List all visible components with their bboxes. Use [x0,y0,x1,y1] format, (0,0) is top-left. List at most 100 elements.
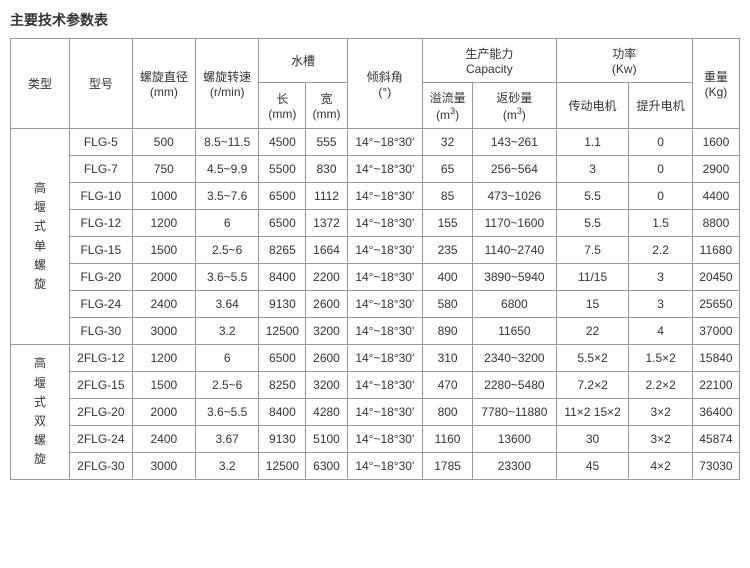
return-sand-cell: 473~1026 [473,183,557,210]
lift-motor-cell: 2.2×2 [629,372,692,399]
header-overflow-unit: (m3) [427,106,468,122]
lift-motor-cell: 4 [629,318,692,345]
angle-cell: 14°~18°30' [347,399,423,426]
header-width-label: 宽 [310,90,342,107]
angle-cell: 14°~18°30' [347,129,423,156]
header-weight: 重量 (Kg) [692,39,739,129]
lift-motor-cell: 2.2 [629,237,692,264]
header-capacity-en: Capacity [427,62,552,76]
header-length: 长 (mm) [259,83,306,129]
return-sand-cell: 3890~5940 [473,264,557,291]
header-type: 类型 [11,39,70,129]
weight-cell: 25650 [692,291,739,318]
header-speed: 螺旋转速 (r/min) [196,39,259,129]
lift-motor-cell: 3 [629,264,692,291]
header-length-unit: (mm) [263,107,301,121]
header-tank: 水槽 [259,39,347,83]
drive-motor-cell: 5.5×2 [556,345,629,372]
length-cell: 9130 [259,291,306,318]
table-row: FLG-77504.5~9.9550083014°~18°30'65256~56… [11,156,740,183]
angle-cell: 14°~18°30' [347,156,423,183]
drive-motor-cell: 7.2×2 [556,372,629,399]
speed-cell: 8.5~11.5 [196,129,259,156]
header-diameter-unit: (mm) [137,85,191,99]
model-cell: FLG-24 [70,291,133,318]
model-cell: FLG-15 [70,237,133,264]
header-power-label: 功率 [561,45,688,62]
drive-motor-cell: 30 [556,426,629,453]
drive-motor-cell: 11/15 [556,264,629,291]
weight-cell: 4400 [692,183,739,210]
model-cell: 2FLG-20 [70,399,133,426]
lift-motor-cell: 1.5×2 [629,345,692,372]
overflow-cell: 85 [423,183,473,210]
return-sand-cell: 143~261 [473,129,557,156]
overflow-cell: 1785 [423,453,473,480]
width-cell: 2200 [306,264,347,291]
return-sand-cell: 2280~5480 [473,372,557,399]
overflow-cell: 890 [423,318,473,345]
table-row: FLG-2424003.649130260014°~18°30'58068001… [11,291,740,318]
length-cell: 8265 [259,237,306,264]
return-sand-cell: 2340~3200 [473,345,557,372]
speed-cell: 6 [196,345,259,372]
angle-cell: 14°~18°30' [347,453,423,480]
drive-motor-cell: 1.1 [556,129,629,156]
header-power: 功率 (Kw) [556,39,692,83]
overflow-cell: 580 [423,291,473,318]
header-power-unit: (Kw) [561,62,688,76]
width-cell: 3200 [306,372,347,399]
type-cell: 高堰式双螺旋 [11,345,70,480]
drive-motor-cell: 5.5 [556,210,629,237]
diameter-cell: 1500 [132,372,195,399]
header-weight-unit: (Kg) [697,85,735,99]
drive-motor-cell: 15 [556,291,629,318]
length-cell: 4500 [259,129,306,156]
weight-cell: 11680 [692,237,739,264]
return-sand-cell: 7780~11880 [473,399,557,426]
width-cell: 1664 [306,237,347,264]
overflow-cell: 65 [423,156,473,183]
table-row: FLG-1010003.5~7.66500111214°~18°30'85473… [11,183,740,210]
lift-motor-cell: 0 [629,183,692,210]
drive-motor-cell: 11×2 15×2 [556,399,629,426]
table-row: FLG-3030003.212500320014°~18°30'89011650… [11,318,740,345]
header-width-unit: (mm) [310,107,342,121]
angle-cell: 14°~18°30' [347,345,423,372]
speed-cell: 3.64 [196,291,259,318]
speed-cell: 3.67 [196,426,259,453]
return-sand-cell: 256~564 [473,156,557,183]
header-diameter-label: 螺旋直径 [137,68,191,85]
diameter-cell: 750 [132,156,195,183]
speed-cell: 3.6~5.5 [196,264,259,291]
return-sand-cell: 23300 [473,453,557,480]
header-length-label: 长 [263,90,301,107]
overflow-cell: 800 [423,399,473,426]
diameter-cell: 1200 [132,210,195,237]
table-row: 高堰式双螺旋2FLG-12120066500260014°~18°30'3102… [11,345,740,372]
lift-motor-cell: 0 [629,129,692,156]
angle-cell: 14°~18°30' [347,372,423,399]
diameter-cell: 2000 [132,264,195,291]
spec-table: 类型 型号 螺旋直径 (mm) 螺旋转速 (r/min) 水槽 倾斜角 (°) … [10,38,740,480]
return-sand-cell: 13600 [473,426,557,453]
width-cell: 4280 [306,399,347,426]
speed-cell: 3.5~7.6 [196,183,259,210]
header-overflow-label: 溢流量 [427,89,468,106]
weight-cell: 73030 [692,453,739,480]
model-cell: 2FLG-24 [70,426,133,453]
header-model: 型号 [70,39,133,129]
angle-cell: 14°~18°30' [347,426,423,453]
return-sand-cell: 1140~2740 [473,237,557,264]
overflow-cell: 32 [423,129,473,156]
overflow-cell: 400 [423,264,473,291]
drive-motor-cell: 5.5 [556,183,629,210]
header-drive-motor: 传动电机 [556,83,629,129]
header-capacity: 生产能力 Capacity [423,39,557,83]
weight-cell: 22100 [692,372,739,399]
diameter-cell: 3000 [132,453,195,480]
table-row: FLG-12120066500137214°~18°30'1551170~160… [11,210,740,237]
length-cell: 6500 [259,183,306,210]
header-diameter: 螺旋直径 (mm) [132,39,195,129]
return-sand-cell: 1170~1600 [473,210,557,237]
